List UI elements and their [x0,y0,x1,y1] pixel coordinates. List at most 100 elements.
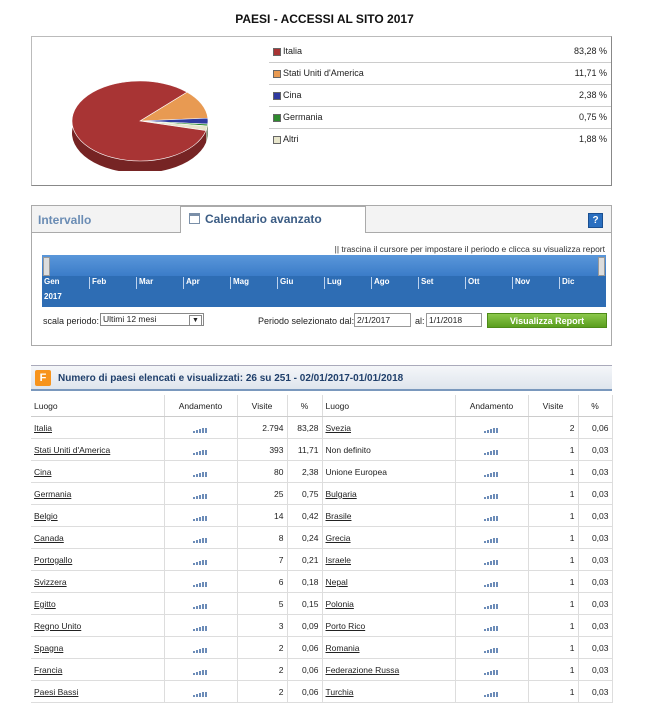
timeline-month: Ago [371,277,390,289]
percent-value: 0,03 [578,636,613,659]
timeline-month: Lug [324,277,342,289]
percent-value: 0,18 [287,570,323,593]
trend-sparkline-icon[interactable] [484,643,499,653]
tab-calendario-avanzato[interactable]: Calendario avanzato [180,206,366,233]
country-name[interactable]: Cina [34,466,52,477]
trend-sparkline-icon[interactable] [484,445,499,455]
legend-swatch [273,92,281,100]
country-name[interactable]: Regno Unito [34,620,82,631]
legend-item: Altri 1,88 % [269,129,611,150]
col-header-visite[interactable]: Visite [237,395,288,417]
country-name[interactable]: Nepal [325,576,348,587]
timeline-year: 2017 [44,292,62,301]
table-header-row: Luogo Andamento Visite % Luogo Andamento… [31,395,613,417]
table-row: Spagna 2 0,06 Romania 1 0,03 [31,636,613,659]
country-name[interactable]: Federazione Russa [325,664,400,675]
trend-sparkline-icon[interactable] [484,621,499,631]
trend-sparkline-icon[interactable] [484,423,499,433]
country-name[interactable]: Paesi Bassi [34,686,79,697]
trend-sparkline-icon[interactable] [193,577,208,587]
visits-value: 80 [237,460,288,483]
percent-value: 0,03 [578,680,613,703]
country-name[interactable]: Polonia [325,598,354,609]
country-name[interactable]: Porto Rico [325,620,366,631]
trend-sparkline-icon[interactable] [193,665,208,675]
trend-sparkline-icon[interactable] [193,621,208,631]
percent-value: 0,06 [287,680,323,703]
country-name[interactable]: Egitto [34,598,56,609]
table-row: Belgio 14 0,42 Brasile 1 0,03 [31,504,613,527]
country-name[interactable]: Israele [325,554,352,565]
country-name[interactable]: Grecia [325,532,351,543]
timeline-end-handle[interactable] [598,257,605,276]
col-header-percent[interactable]: % [287,395,323,417]
chevron-down-icon[interactable]: ▼ [189,315,202,326]
trend-sparkline-icon[interactable] [193,687,208,697]
calendar-panel: Intervallo Calendario avanzato ? || tras… [31,205,612,346]
trend-sparkline-icon[interactable] [193,511,208,521]
trend-sparkline-icon[interactable] [193,467,208,477]
timeline-start-handle[interactable] [43,257,50,276]
trend-sparkline-icon[interactable] [193,643,208,653]
table-row: Stati Uniti d'America 393 11,71 Non definit… [31,438,613,461]
trend-sparkline-icon[interactable] [484,467,499,477]
date-from-input[interactable]: 2/1/2017 [354,313,411,327]
col-header-percent-2[interactable]: % [578,395,613,417]
tab-calendario-label: Calendario avanzato [205,212,322,226]
trend-sparkline-icon[interactable] [193,445,208,455]
trend-sparkline-icon[interactable] [484,555,499,565]
country-name[interactable]: Svizzera [34,576,67,587]
country-name[interactable]: Turchia [325,686,354,697]
timeline-range-bar[interactable] [42,255,606,276]
timeline-month: Ott [465,277,480,289]
country-name[interactable]: Romania [325,642,360,653]
col-header-visite-2[interactable]: Visite [528,395,579,417]
country-name[interactable]: Bulgaria [325,488,357,499]
table-row: Canada 8 0,24 Grecia 1 0,03 [31,526,613,549]
country-name[interactable]: Brasile [325,510,352,521]
country-name[interactable]: Canada [34,532,64,543]
country-name[interactable]: Germania [34,488,72,499]
timeline-slider[interactable]: Gen Feb Mar Apr Mag Giu Lug Ago Set Ott Nov Dic 201… [42,255,606,307]
trend-sparkline-icon[interactable] [484,577,499,587]
date-to-input[interactable]: 1/1/2018 [426,313,482,327]
visualizza-report-button[interactable]: Visualizza Report [487,313,607,328]
trend-sparkline-icon[interactable] [484,665,499,675]
country-name[interactable]: Svezia [325,422,352,433]
visits-value: 7 [237,548,288,571]
country-name[interactable]: Spagna [34,642,64,653]
trend-sparkline-icon[interactable] [484,533,499,543]
trend-sparkline-icon[interactable] [484,489,499,499]
pie-slice [71,80,207,162]
trend-sparkline-icon[interactable] [484,511,499,521]
trend-sparkline-icon[interactable] [484,599,499,609]
trend-sparkline-icon[interactable] [193,533,208,543]
visits-value: 2 [237,636,288,659]
scale-label: scala periodo: [43,316,100,326]
tab-intervallo[interactable]: Intervallo [38,213,92,227]
visits-value: 1 [528,504,579,527]
legend-item: Cina 2,38 % [269,85,611,107]
table-row: Portogallo 7 0,21 Israele 1 0,03 [31,548,613,571]
countries-table: Luogo Andamento Visite % Luogo Andamento… [31,395,613,703]
help-button[interactable]: ? [588,213,603,228]
period-label: Periodo selezionato dal: [258,316,355,326]
trend-sparkline-icon[interactable] [193,423,208,433]
timeline-month: Nov [512,277,530,289]
country-name[interactable]: Italia [34,422,52,433]
country-name[interactable]: Francia [34,664,63,675]
legend-swatch [273,136,281,144]
col-header-andamento-2[interactable]: Andamento [455,395,529,417]
trend-sparkline-icon[interactable] [193,599,208,609]
col-header-luogo-2[interactable]: Luogo [322,395,456,417]
country-name[interactable]: Belgio [34,510,58,521]
trend-sparkline-icon[interactable] [193,489,208,499]
trend-sparkline-icon[interactable] [484,687,499,697]
col-header-luogo[interactable]: Luogo [31,395,165,417]
legend-value: 83,28 % [573,46,607,56]
country-name[interactable]: Stati Uniti d'America [34,444,111,455]
country-name[interactable]: Portogallo [34,554,73,565]
trend-sparkline-icon[interactable] [193,555,208,565]
col-header-andamento[interactable]: Andamento [164,395,238,417]
scale-select[interactable]: Ultimi 12 mesi ▼ [100,313,204,326]
